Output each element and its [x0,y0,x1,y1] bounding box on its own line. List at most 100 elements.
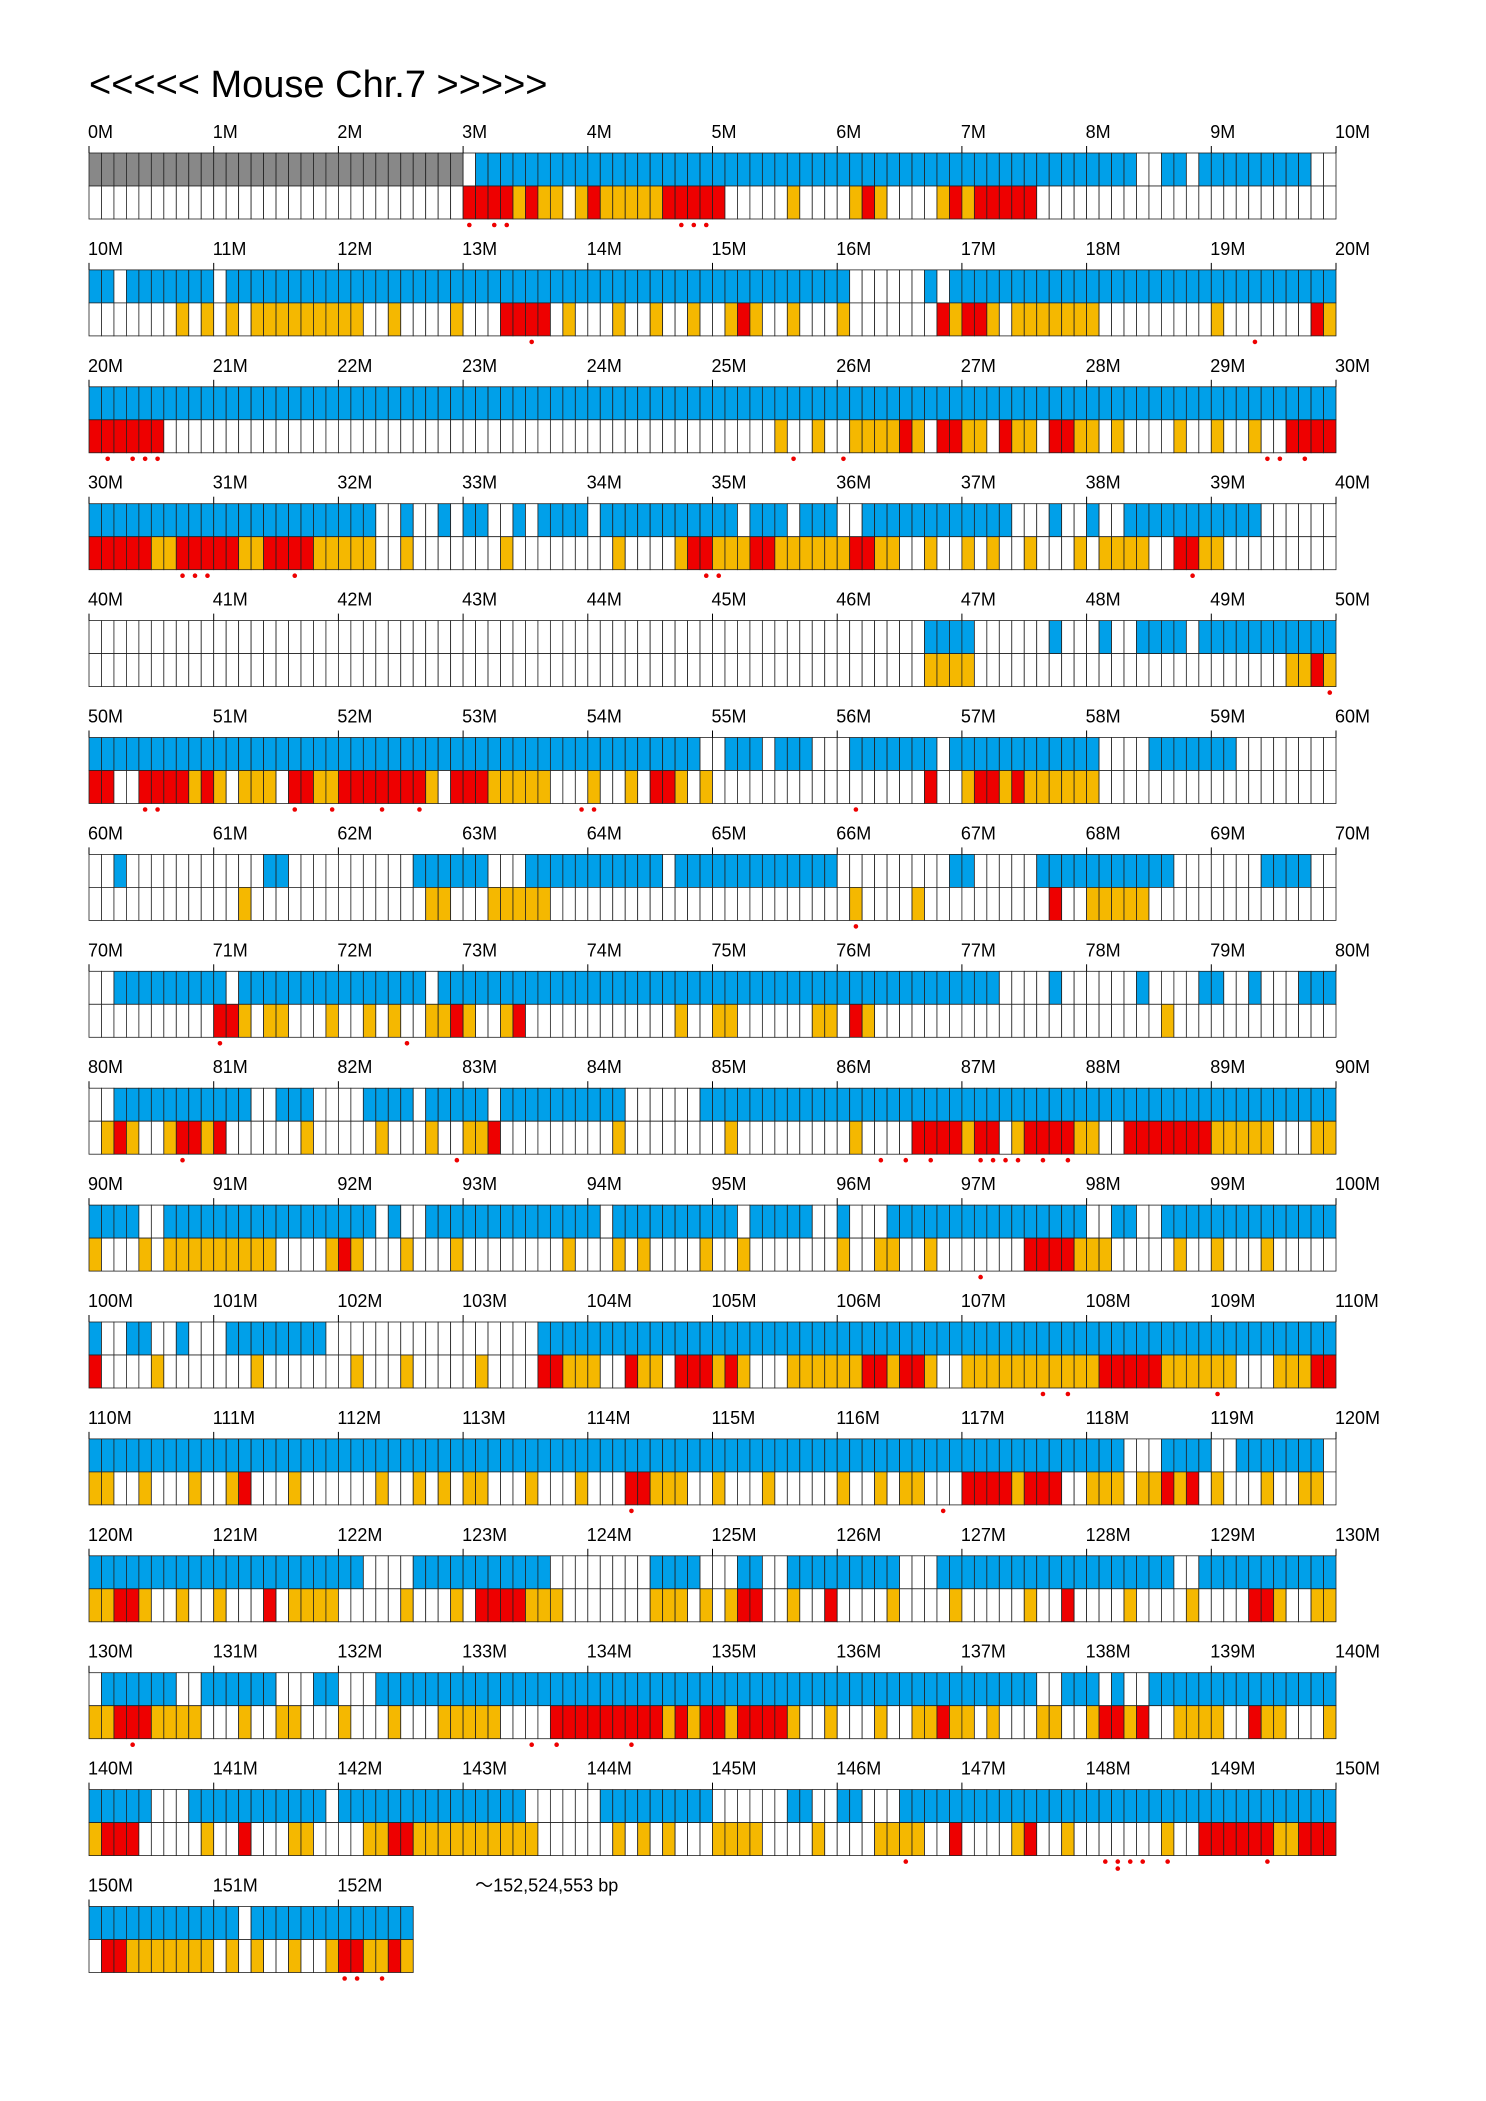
mb-label: 72M [337,940,372,960]
upper-cell [150,1906,165,1940]
lower-cell [574,1588,589,1623]
upper-cell [537,737,551,771]
mb-label: 10M [88,239,123,259]
lower-cell [475,653,489,687]
upper-cell [175,152,190,187]
lower-cell [599,536,614,571]
upper-cell [1023,1204,1038,1239]
lower-cell [861,536,876,571]
lower-cell [986,185,1000,220]
upper-cell [1111,1789,1125,1823]
marker-dot [1040,1391,1046,1397]
lower-cell [437,770,452,804]
upper-cell [1285,1789,1299,1823]
mb-label: 113M [462,1408,506,1428]
lower-cell [238,1822,252,1856]
upper-cell [699,854,713,888]
upper-cell [126,1906,140,1940]
upper-cell [362,1087,377,1122]
upper-cell [1111,1672,1125,1707]
upper-cell [874,269,888,304]
upper-cell [188,152,202,187]
lower-cell [961,887,975,921]
upper-cell [500,1087,514,1122]
lower-cell [263,1588,277,1623]
lower-cell [749,419,763,454]
lower-cell [138,1939,152,1973]
mb-label: 115M [712,1408,756,1428]
upper-cell [163,1906,177,1940]
upper-cell [612,1555,626,1590]
upper-cell [998,1789,1013,1823]
upper-cell [313,1555,327,1590]
upper-cell [101,1438,115,1473]
lower-cell [263,653,277,687]
lower-cell [337,302,352,337]
upper-cell [325,1789,339,1823]
upper-cell [362,1204,377,1239]
upper-cell [213,620,227,654]
upper-cell [786,1789,801,1823]
upper-cell [325,1087,339,1122]
lower-cell [587,887,601,921]
lower-cell [1260,887,1275,921]
upper-cell [986,1789,1000,1823]
upper-cell [350,737,364,771]
lower-cell [500,536,514,571]
lower-cell [275,1822,289,1856]
lower-cell [724,536,738,571]
upper-cell [724,1672,738,1707]
upper-cell [275,1438,289,1473]
upper-cell [1248,1789,1262,1823]
lower-cell [1161,1822,1175,1856]
upper-cell [1198,1321,1212,1356]
upper-cell [899,269,913,304]
lower-cell [674,1354,688,1389]
upper-cell [924,1789,938,1823]
upper-cell [437,620,452,654]
upper-cell [525,854,539,888]
upper-cell [188,1906,202,1940]
lower-cell [749,1354,763,1389]
lower-cell [849,1120,863,1155]
upper-cell [824,1438,838,1473]
upper-cell [163,854,177,888]
lower-cell [549,1237,564,1272]
upper-cell [1098,1321,1112,1356]
lower-cell [824,653,838,687]
upper-cell [836,1204,851,1239]
upper-cell [300,503,314,538]
upper-cell [936,970,950,1005]
upper-cell [786,620,801,654]
lower-cell [761,419,776,454]
lower-cell [811,770,826,804]
lower-cell [749,653,763,687]
upper-cell [437,1438,452,1473]
lower-cell [213,887,227,921]
upper-cell [213,1555,227,1590]
lower-cell [886,1120,900,1155]
upper-cell [874,1087,888,1122]
mb-label: 62M [337,823,372,843]
lower-cell [799,302,813,337]
mb-label: 75M [712,940,747,960]
lower-cell [1011,887,1025,921]
lower-cell [774,1588,788,1623]
lower-cell [1098,887,1112,921]
lower-cell [1260,1237,1275,1272]
upper-cell [1310,1204,1324,1239]
lower-cell [1073,1003,1088,1038]
mb-label: 91M [213,1174,248,1194]
mb-label: 9M [1210,122,1235,142]
upper-cell [375,620,389,654]
upper-cell [886,854,900,888]
lower-cell [512,1471,526,1506]
upper-cell [799,152,813,187]
upper-cell [500,854,514,888]
upper-cell [799,854,813,888]
upper-cell [200,1204,215,1239]
upper-cell [562,1555,576,1590]
upper-cell [462,1087,476,1122]
lower-cell [163,185,177,220]
lower-cell [487,1705,501,1740]
